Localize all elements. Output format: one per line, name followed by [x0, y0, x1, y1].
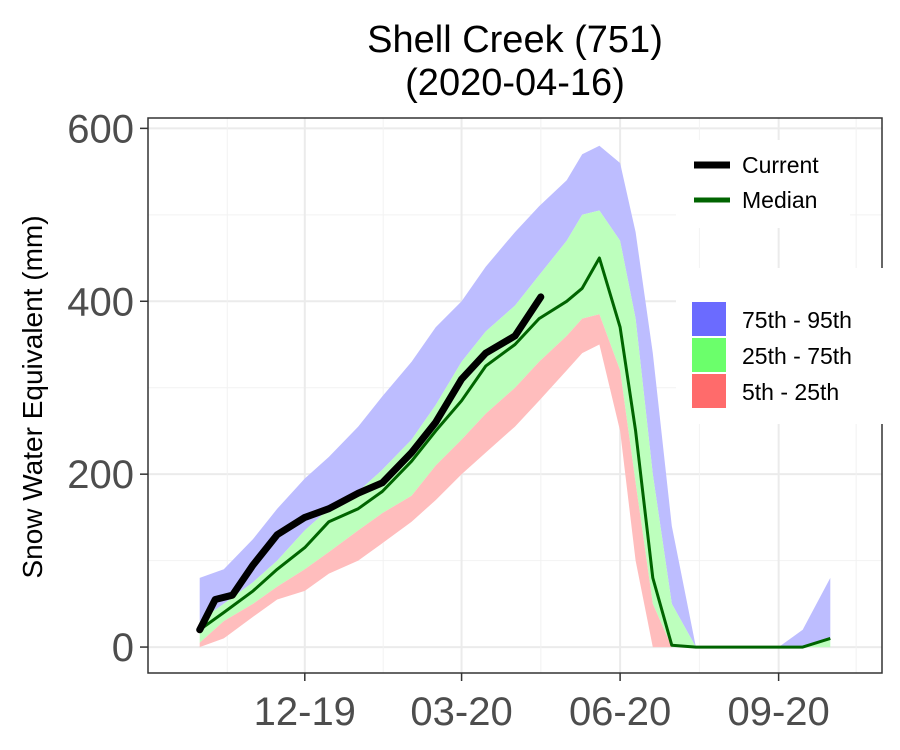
legend-25-75-label: 25th - 75th	[742, 343, 852, 369]
legend-75-95-swatch	[692, 302, 726, 336]
x-tick-label: 06-20	[569, 690, 671, 734]
chart-subtitle: (2020-04-16)	[405, 62, 625, 104]
x-tick-label: 12-19	[254, 690, 356, 734]
band-75-95	[199, 145, 831, 648]
y-tick-label: 200	[67, 453, 134, 497]
chart-title: Shell Creek (751)	[367, 19, 663, 61]
percentile-bands	[199, 145, 831, 648]
legend-median-label: Median	[742, 187, 817, 213]
median-line	[198, 256, 831, 649]
y-axis-ticks: 0 200 400 600	[67, 107, 148, 670]
x-axis-ticks: 12-19 03-20 06-20 09-20	[254, 673, 830, 734]
legend-lines: Current Median	[676, 140, 850, 228]
x-tick-label: 03-20	[410, 690, 512, 734]
legend-25-75-swatch	[692, 338, 726, 372]
legend-75-95-label: 75th - 95th	[742, 307, 852, 333]
y-axis-label: Snow Water Equivalent (mm)	[17, 215, 48, 578]
legend-5-25-swatch	[692, 374, 726, 408]
y-tick-label: 600	[67, 107, 134, 151]
y-tick-label: 400	[67, 280, 134, 324]
legend-lines-background	[676, 140, 850, 228]
legend-bands: 75th - 95th 25th - 75th 5th - 25th	[676, 268, 884, 424]
x-tick-label: 09-20	[727, 690, 829, 734]
legend-current-label: Current	[742, 152, 819, 178]
series-lines	[196, 256, 831, 649]
current-line	[196, 293, 545, 634]
legend-5-25-label: 5th - 25th	[742, 379, 839, 405]
y-tick-label: 0	[112, 626, 134, 670]
